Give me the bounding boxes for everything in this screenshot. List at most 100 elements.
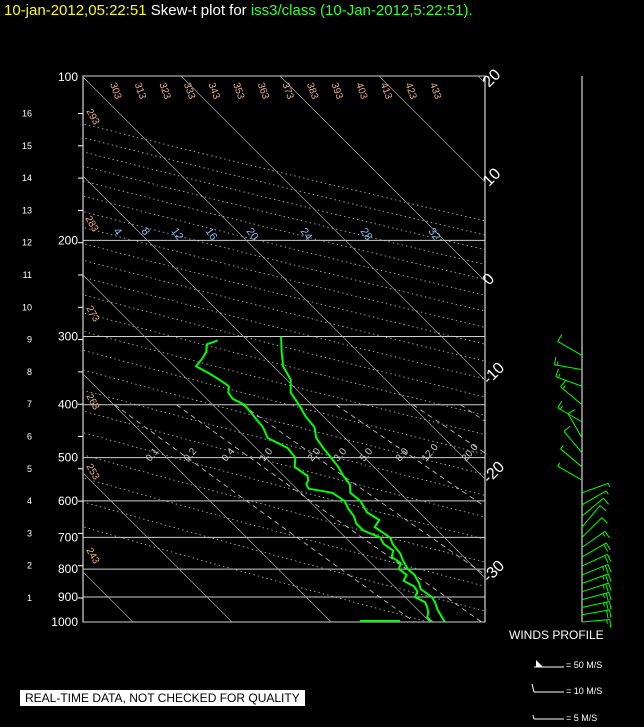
- dry-adiabat-line: [83, 294, 485, 398]
- isotherm-line: [83, 175, 485, 579]
- wind-barb: [581, 530, 610, 548]
- pressure-label-800: 800: [58, 562, 78, 576]
- height-label-15: 15: [22, 141, 32, 151]
- height-label-9: 9: [27, 335, 32, 345]
- dry-adiabat-line: [83, 226, 485, 328]
- plot-frame: [82, 75, 486, 623]
- wind-legend-10: = 10 M/S: [532, 686, 602, 696]
- isotherm-line: [378, 76, 485, 183]
- dry-adiabat-line: [83, 211, 485, 312]
- wind-legend-5: = 5 M/S: [532, 713, 597, 723]
- pressure-label-900: 900: [58, 590, 78, 604]
- isotherm-line: [180, 76, 485, 381]
- dry-adiabat-line: [83, 312, 485, 416]
- dry-adiabat-label-333: 333: [181, 81, 197, 101]
- temp-label-right-0: 0: [480, 270, 498, 288]
- mixing-ratio-line: [335, 404, 485, 508]
- dry-adiabat-label-393: 393: [329, 81, 345, 101]
- mixing-ratio-label-24: 24: [298, 226, 315, 243]
- dewpoint-line: [195, 339, 433, 622]
- dry-adiabat-label-263: 263: [83, 392, 101, 412]
- dry-adiabat-line: [83, 454, 485, 563]
- mixing-ratio-line: [523, 405, 644, 622]
- dry-adiabat-label-373: 373: [279, 81, 295, 101]
- dry-adiabat-label-343: 343: [206, 81, 222, 101]
- dry-adiabat-label-273: 273: [83, 304, 101, 324]
- mixing-ratio-line: [241, 404, 485, 576]
- wind-barb: [555, 368, 583, 387]
- wind-barb: [581, 582, 612, 593]
- isotherm-line: [0, 76, 34, 622]
- pressure-label-400: 400: [58, 398, 78, 412]
- wind-barb: [560, 445, 583, 468]
- dry-adiabat-line: [83, 501, 485, 612]
- wind-barb: [581, 497, 609, 517]
- temp-label-right-10: 10: [480, 165, 505, 190]
- mixing-ratio-line: [638, 405, 644, 622]
- height-label-8: 8: [27, 367, 32, 377]
- height-label-2: 2: [27, 561, 32, 571]
- height-label-13: 13: [22, 205, 32, 215]
- wind-barb: [581, 609, 612, 619]
- height-label-1: 1: [27, 593, 32, 603]
- pressure-label-1000: 1000: [51, 615, 78, 629]
- temp-label-right-20: 20: [480, 66, 505, 91]
- dry-adiabat-line: [83, 123, 485, 222]
- dry-adiabat-line: [83, 259, 485, 362]
- wind-legend-5-label: = 5 M/S: [566, 713, 598, 723]
- wind-barb: [581, 619, 612, 628]
- mixing-ratio-line: [412, 404, 485, 454]
- saturated-label-2.0: 2.0: [306, 446, 324, 464]
- mixing-ratio-label-12: 12: [169, 226, 186, 243]
- dry-adiabat-line: [83, 180, 485, 281]
- wind-legend-50-label: = 50 M/S: [566, 660, 603, 670]
- dry-adiabat-line: [83, 243, 485, 345]
- dry-adiabat-line: [83, 195, 485, 296]
- wind-barb: [557, 334, 583, 356]
- quality-disclaimer: REAL-TIME DATA, NOT CHECKED FOR QUALITY: [20, 690, 305, 706]
- saturated-label-12.0: 12.0: [420, 442, 441, 464]
- wind-barb: [581, 601, 612, 611]
- plot-title: 10-jan-2012,05:22:51 Skew-t plot for iss…: [4, 2, 473, 19]
- height-label-10: 10: [22, 302, 32, 312]
- dry-adiabat-label-383: 383: [304, 81, 320, 101]
- dry-adiabat-label-403: 403: [353, 81, 369, 101]
- dry-adiabat-label-303: 303: [107, 81, 123, 101]
- mixing-ratio-label-20: 20: [244, 226, 261, 243]
- dry-adiabat-label-413: 413: [378, 81, 394, 101]
- wind-barb: [581, 482, 611, 494]
- temp-label-right--30: -30: [480, 557, 508, 585]
- isotherm-line: [83, 472, 233, 622]
- saturated-label-5.0: 5.0: [358, 446, 376, 464]
- dry-adiabat-label-293: 293: [83, 107, 101, 127]
- height-label-3: 3: [27, 528, 32, 538]
- mixing-ratio-label-28: 28: [358, 226, 375, 243]
- saturated-label-0.4: 0.4: [220, 446, 238, 464]
- height-label-7: 7: [27, 399, 32, 409]
- wind-legend-50: = 50 M/S: [532, 660, 602, 670]
- temperature-line: [280, 336, 446, 622]
- wind-barb: [581, 591, 612, 602]
- wind-barb: [581, 553, 612, 567]
- height-label-4: 4: [27, 496, 32, 506]
- dry-adiabat-line: [83, 477, 485, 587]
- wind-barb: [581, 505, 607, 528]
- saturated-label-0.2: 0.2: [182, 446, 200, 464]
- pressure-label-200: 200: [58, 233, 78, 247]
- temp-label-right--20: -20: [480, 458, 508, 486]
- pressure-label-600: 600: [58, 494, 78, 508]
- dry-adiabat-line: [83, 410, 485, 518]
- wind-legend-5-symbol: [532, 714, 564, 720]
- height-label-16: 16: [22, 109, 32, 119]
- mixing-ratio-line: [114, 404, 415, 622]
- wind-legend-10-label: = 10 M/S: [566, 686, 603, 696]
- dry-adiabat-label-313: 313: [132, 81, 148, 101]
- height-label-14: 14: [22, 173, 32, 183]
- dry-adiabat-line: [83, 276, 485, 380]
- dry-adiabat-line: [83, 165, 485, 265]
- mixing-ratio-line: [584, 405, 644, 622]
- dry-adiabat-line: [83, 137, 485, 236]
- pressure-label-700: 700: [58, 530, 78, 544]
- timestamp-label: 10-jan-2012,05:22:51: [4, 2, 147, 19]
- saturated-label-1.0: 1.0: [258, 446, 276, 464]
